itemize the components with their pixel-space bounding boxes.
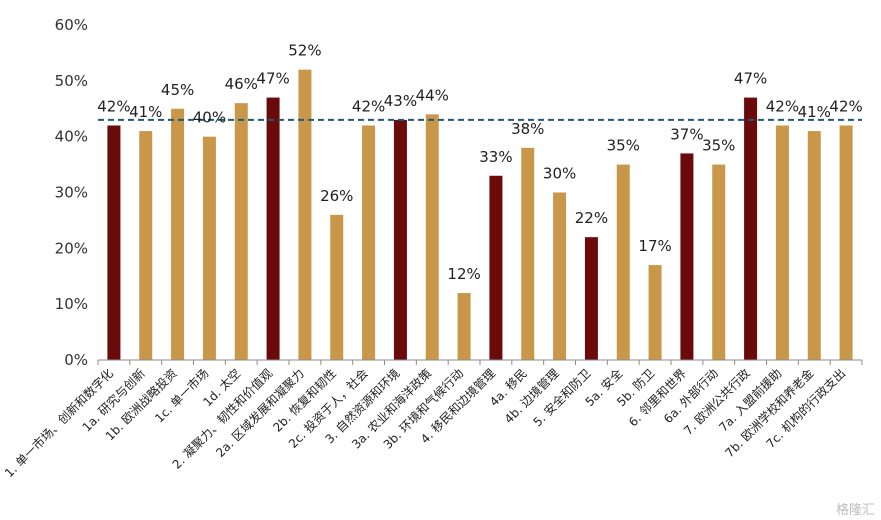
y-tick-label: 40% bbox=[55, 128, 88, 146]
bar bbox=[744, 97, 758, 360]
bar bbox=[680, 153, 694, 360]
data-label: 30% bbox=[543, 165, 576, 183]
bar bbox=[839, 125, 853, 360]
data-label: 37% bbox=[670, 125, 703, 143]
data-label: 42% bbox=[97, 98, 130, 116]
y-tick-label: 50% bbox=[55, 72, 88, 90]
data-label: 47% bbox=[734, 70, 767, 88]
bar bbox=[648, 265, 662, 360]
data-label: 47% bbox=[256, 70, 289, 88]
bar bbox=[553, 192, 567, 360]
data-label: 35% bbox=[607, 137, 640, 155]
data-label: 43% bbox=[384, 92, 417, 110]
y-tick-label: 10% bbox=[55, 295, 88, 313]
bar bbox=[457, 293, 471, 360]
bar bbox=[584, 237, 598, 360]
data-label: 42% bbox=[766, 98, 799, 116]
y-tick-label: 30% bbox=[55, 184, 88, 202]
bar bbox=[298, 69, 312, 361]
bar bbox=[616, 164, 630, 360]
bar bbox=[266, 97, 280, 360]
bar bbox=[712, 164, 726, 360]
y-tick-label: 60% bbox=[55, 16, 88, 34]
data-label: 22% bbox=[575, 209, 608, 227]
data-label: 52% bbox=[288, 42, 321, 60]
bar bbox=[521, 147, 535, 360]
bar bbox=[107, 125, 121, 360]
value-labels: 42%41%45%40%46%47%52%26%42%43%44%12%33%3… bbox=[97, 42, 863, 283]
data-label: 38% bbox=[511, 120, 544, 138]
bar bbox=[775, 125, 789, 360]
bar bbox=[139, 131, 153, 360]
bar bbox=[489, 175, 503, 360]
bars bbox=[107, 69, 853, 361]
data-label: 40% bbox=[193, 109, 226, 127]
bar bbox=[330, 214, 344, 360]
y-tick-label: 0% bbox=[64, 351, 88, 369]
data-label: 46% bbox=[225, 75, 258, 93]
data-label: 12% bbox=[447, 265, 480, 283]
data-label: 42% bbox=[352, 98, 385, 116]
bar bbox=[393, 119, 407, 360]
data-label: 17% bbox=[638, 237, 671, 255]
watermark: 格隆汇 bbox=[835, 503, 875, 518]
bar bbox=[362, 125, 376, 360]
data-label: 45% bbox=[161, 81, 194, 99]
bar bbox=[234, 103, 248, 361]
bar bbox=[202, 136, 216, 360]
y-axis: 0% 10% 20% 30% 40% 50% 60% bbox=[55, 16, 88, 369]
data-label: 41% bbox=[129, 103, 162, 121]
data-label: 35% bbox=[702, 137, 735, 155]
bar bbox=[807, 131, 821, 360]
data-label: 41% bbox=[798, 103, 831, 121]
data-label: 26% bbox=[320, 187, 353, 205]
data-label: 33% bbox=[479, 148, 512, 166]
bar bbox=[171, 108, 185, 360]
data-label: 44% bbox=[416, 86, 449, 104]
bar bbox=[425, 114, 439, 360]
data-label: 42% bbox=[829, 98, 862, 116]
y-tick-label: 20% bbox=[55, 239, 88, 257]
